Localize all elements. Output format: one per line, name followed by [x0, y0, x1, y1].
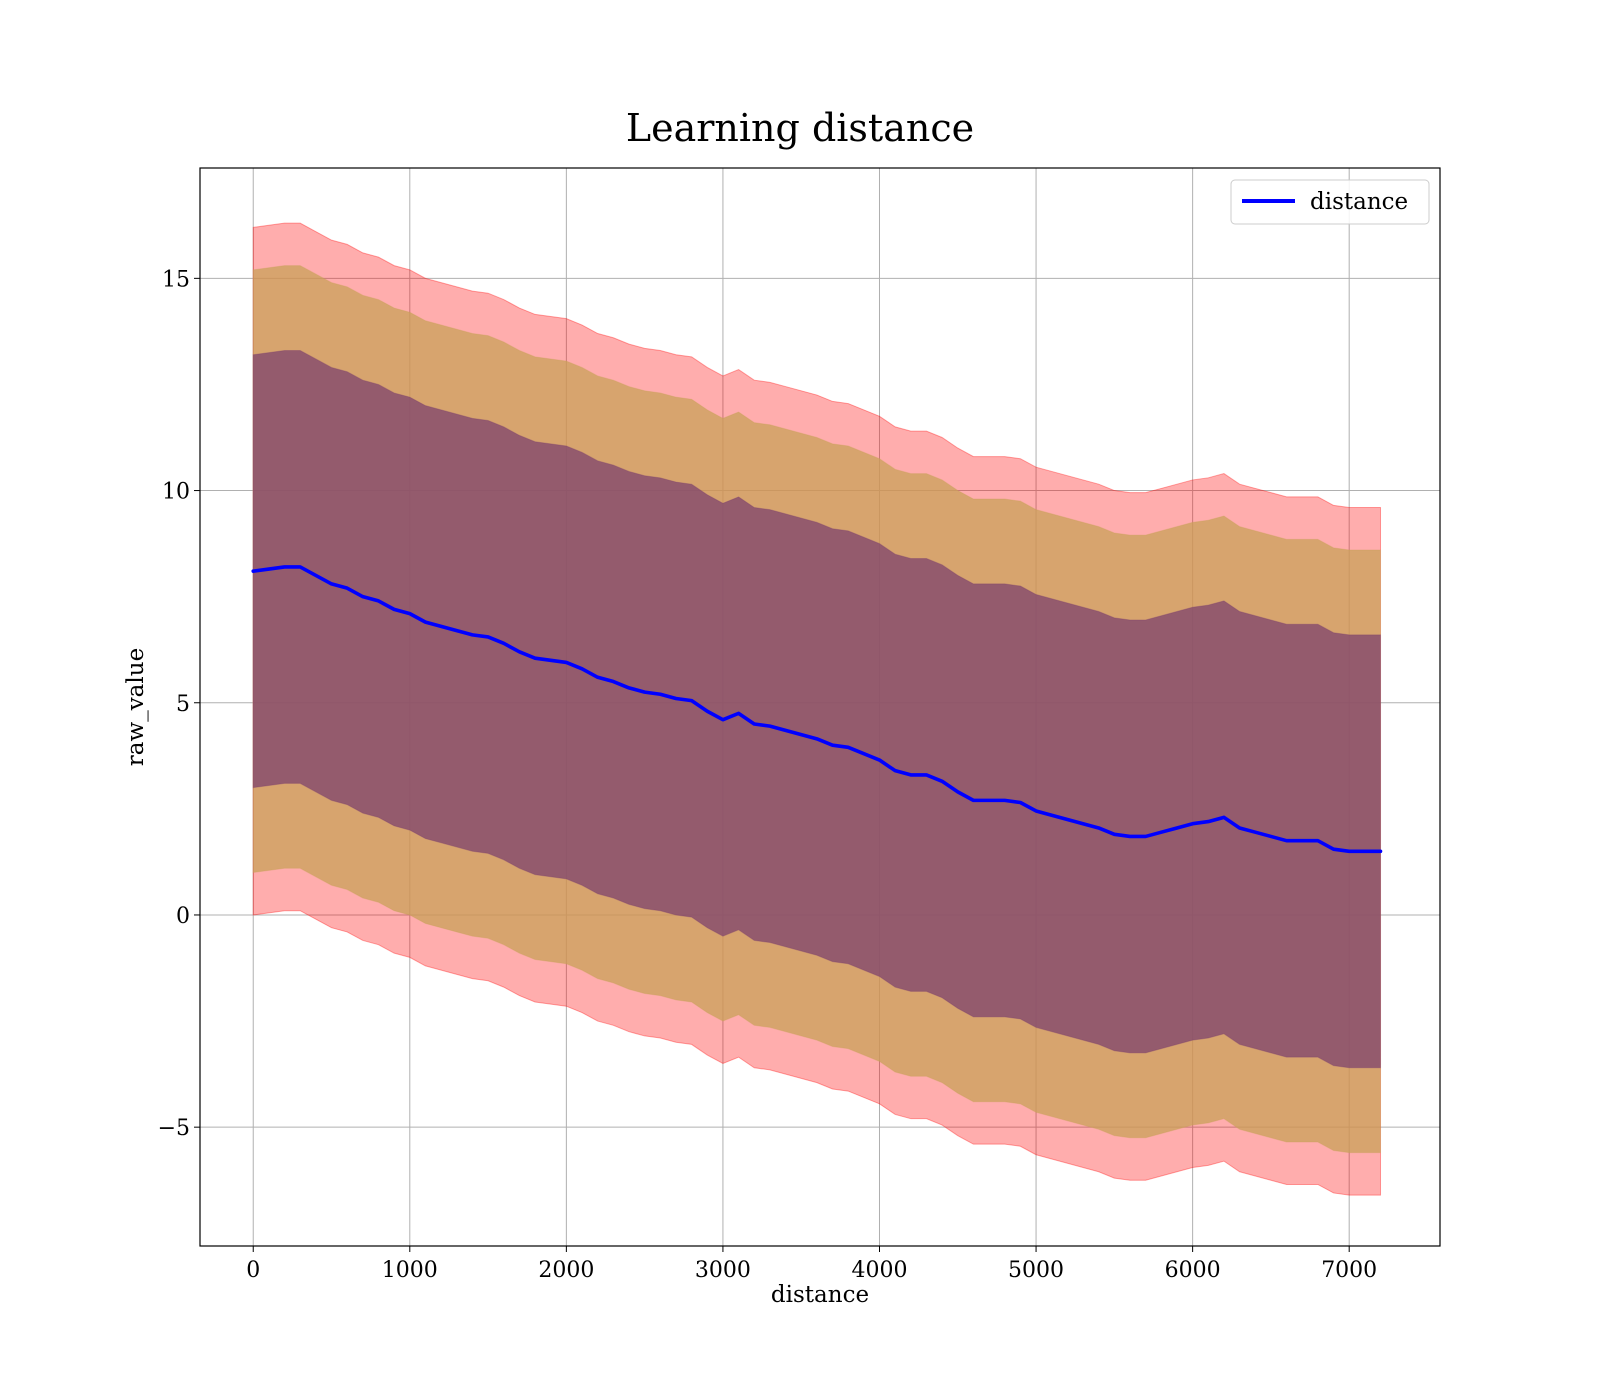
x-tick-label: 0 [246, 1258, 260, 1283]
y-tick-label: 5 [176, 692, 190, 717]
legend: distance [1230, 179, 1430, 225]
legend-box [1230, 179, 1430, 225]
plot-frame [199, 167, 1441, 1247]
series-line-distance [251, 565, 1383, 854]
x-tick-label: 6000 [1165, 1258, 1221, 1283]
x-axis-label: distance [771, 1282, 869, 1308]
x-tick-label: 2000 [538, 1258, 594, 1283]
band-inner [252, 350, 1382, 1069]
line-layer [251, 565, 1383, 854]
y-tick-label: 0 [176, 904, 190, 929]
y-tick-label: 15 [162, 267, 190, 292]
y-axis-label: raw_value [123, 648, 149, 766]
band-layer [252, 222, 1382, 1196]
legend-label-distance: distance [1310, 189, 1408, 215]
x-tick-label: 1000 [382, 1258, 438, 1283]
tick-layer: 0 1000 2000 3000 4000 5000 6000 7000 −5 0 5 10 15 [158, 267, 1378, 1283]
x-tick-label: 7000 [1321, 1258, 1377, 1283]
x-tick-label: 3000 [695, 1258, 751, 1283]
y-tick-label: 10 [162, 480, 190, 505]
chart-title: Learning distance [626, 106, 974, 150]
y-tick-label: −5 [158, 1116, 190, 1141]
x-tick-label: 5000 [1008, 1258, 1064, 1283]
x-tick-label: 4000 [851, 1258, 907, 1283]
